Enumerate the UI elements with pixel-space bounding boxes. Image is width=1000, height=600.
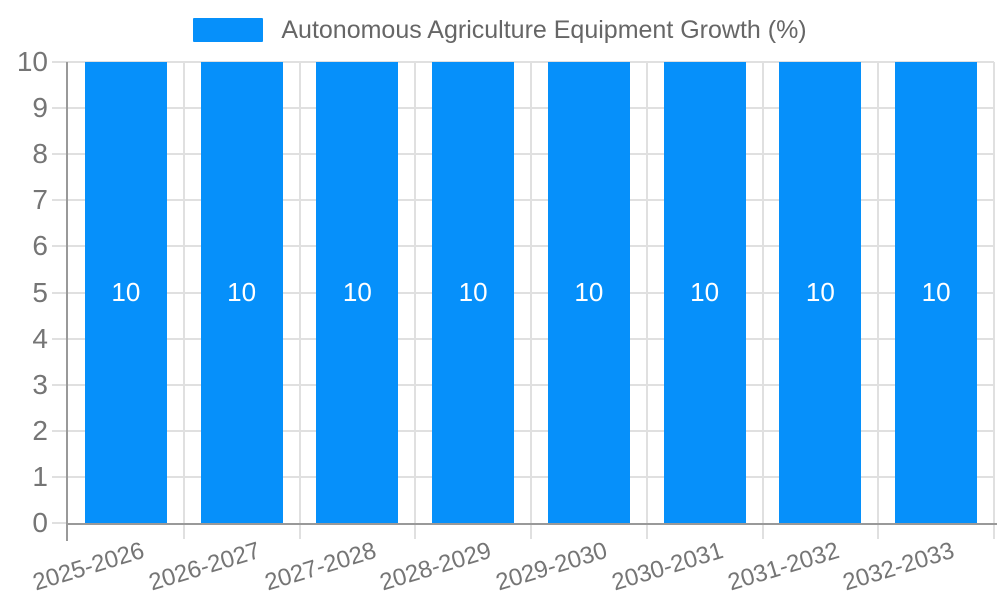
legend-label: Autonomous Agriculture Equipment Growth …: [281, 16, 807, 44]
bar-value-label: 10: [227, 277, 257, 307]
y-tick-label: 8: [32, 138, 48, 170]
x-tick-label: 2029-2030: [492, 537, 611, 597]
x-axis-tick: [414, 523, 417, 539]
bar-value-label: 10: [574, 277, 604, 307]
bar[interactable]: 10: [84, 62, 167, 523]
x-tick-label: 2031-2032: [724, 537, 842, 597]
legend-swatch-icon: [193, 18, 264, 42]
y-axis-tick: [52, 245, 68, 248]
y-tick-label: 9: [32, 92, 48, 124]
x-axis-line: [66, 523, 997, 525]
x-axis-tick: [530, 523, 532, 539]
y-tick-label: 1: [32, 460, 48, 492]
y-axis-line: [66, 62, 68, 541]
x-axis-tick: [761, 523, 764, 539]
y-tick-label: 7: [32, 184, 48, 216]
y-axis-tick: [52, 107, 68, 110]
y-axis-tick: [52, 475, 68, 478]
x-tick-label: 2026-2027: [145, 537, 264, 597]
chart-legend[interactable]: Autonomous Agriculture Equipment Growth …: [0, 16, 1000, 44]
y-axis-tick: [52, 61, 68, 63]
bar[interactable]: 10: [200, 62, 283, 523]
x-tick-label: 2027-2028: [261, 537, 379, 597]
x-gridline: [182, 62, 185, 523]
x-gridline: [414, 62, 417, 523]
x-gridline: [877, 62, 880, 523]
x-gridline: [645, 62, 648, 523]
y-tick-label: 2: [32, 414, 48, 446]
y-axis-tick: [52, 522, 68, 524]
x-tick-label: 2025-2026: [29, 537, 148, 597]
x-axis-tick: [298, 523, 301, 539]
x-gridline: [298, 62, 301, 523]
bar[interactable]: 10: [432, 62, 515, 523]
bar[interactable]: 10: [663, 62, 746, 523]
x-axis-tick: [993, 523, 995, 539]
bar[interactable]: 10: [779, 62, 862, 523]
x-gridline: [761, 62, 764, 523]
bar[interactable]: 10: [547, 62, 630, 523]
bar-value-label: 10: [458, 277, 488, 307]
y-tick-label: 0: [32, 507, 48, 538]
x-axis-tick: [645, 523, 648, 539]
x-tick-label: 2028-2029: [377, 537, 495, 597]
y-tick-label: 10: [16, 46, 48, 77]
x-axis-tick: [877, 523, 880, 539]
bar-value-label: 10: [690, 277, 720, 307]
x-gridline: [530, 62, 532, 523]
x-axis-tick: [182, 523, 185, 539]
y-axis-tick: [52, 337, 68, 340]
y-axis-tick: [52, 199, 68, 202]
y-tick-label: 5: [32, 276, 48, 308]
y-axis-tick: [52, 383, 68, 386]
x-tick-label: 2032-2033: [840, 537, 958, 597]
y-axis-tick: [52, 291, 68, 294]
y-axis-tick: [52, 153, 68, 156]
y-tick-label: 3: [32, 368, 48, 400]
x-tick-label: 2030-2031: [608, 537, 727, 597]
bar-value-label: 10: [805, 277, 835, 307]
bar[interactable]: 10: [895, 62, 978, 523]
bar[interactable]: 10: [316, 62, 399, 523]
bar-value-label: 10: [921, 277, 951, 307]
bar-value-label: 10: [342, 277, 372, 307]
y-axis-tick: [52, 429, 68, 432]
y-tick-label: 4: [32, 322, 48, 354]
y-tick-label: 6: [32, 230, 48, 262]
bar-value-label: 10: [111, 277, 141, 307]
x-gridline: [993, 62, 995, 523]
